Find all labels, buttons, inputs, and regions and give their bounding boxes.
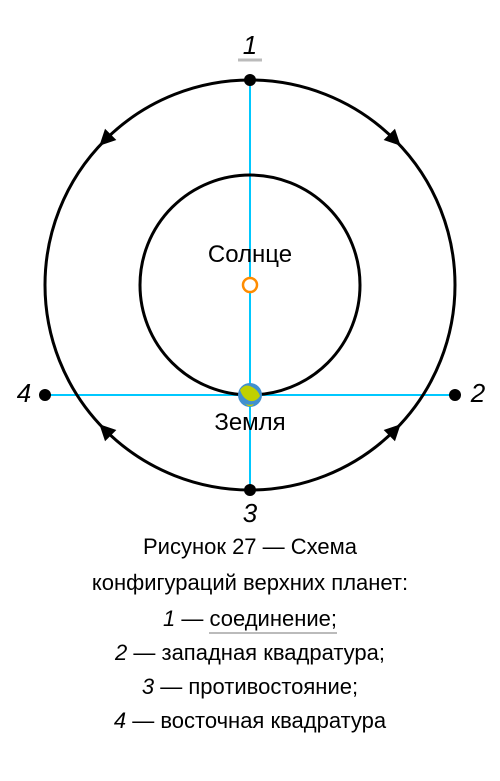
legend-item-2: 2 — западная квадратура; — [20, 636, 480, 670]
point-3 — [244, 484, 256, 496]
earth-icon — [238, 383, 262, 407]
point-2-label: 2 — [470, 378, 486, 408]
legend-num-3: 3 — [142, 674, 154, 699]
legend-text-4: восточная квадратура — [160, 708, 386, 733]
legend-num-4: 4 — [114, 708, 126, 733]
caption-title-line1: Рисунок 27 — Схема — [20, 530, 480, 564]
legend-item-1: 1 — соединение; — [20, 602, 480, 636]
legend-item-3: 3 — противостояние; — [20, 670, 480, 704]
legend-text-1: соединение; — [209, 606, 337, 634]
point-3-label: 3 — [243, 498, 258, 528]
point-1 — [244, 74, 256, 86]
point-4-label: 4 — [17, 378, 31, 408]
legend-item-4: 4 — восточная квадратура — [20, 704, 480, 738]
sun-label: Солнце — [208, 241, 292, 268]
legend-text-3: противостояние; — [188, 674, 358, 699]
orbit-diagram: Солнце Земля 1 2 3 4 — [0, 0, 500, 530]
figure-caption: Рисунок 27 — Схема конфигураций верхних … — [10, 530, 490, 739]
point-4 — [39, 389, 51, 401]
legend-text-2: западная квадратура; — [161, 640, 385, 665]
legend-num-2: 2 — [115, 640, 127, 665]
point-2 — [449, 389, 461, 401]
caption-title-line2: конфигураций верхних планет: — [20, 566, 480, 600]
point-1-label: 1 — [243, 30, 257, 60]
diagram-svg: Солнце Земля 1 2 3 4 — [0, 0, 500, 530]
sun-icon — [243, 278, 257, 292]
earth-label: Земля — [214, 409, 285, 436]
legend-num-1: 1 — [163, 606, 175, 631]
